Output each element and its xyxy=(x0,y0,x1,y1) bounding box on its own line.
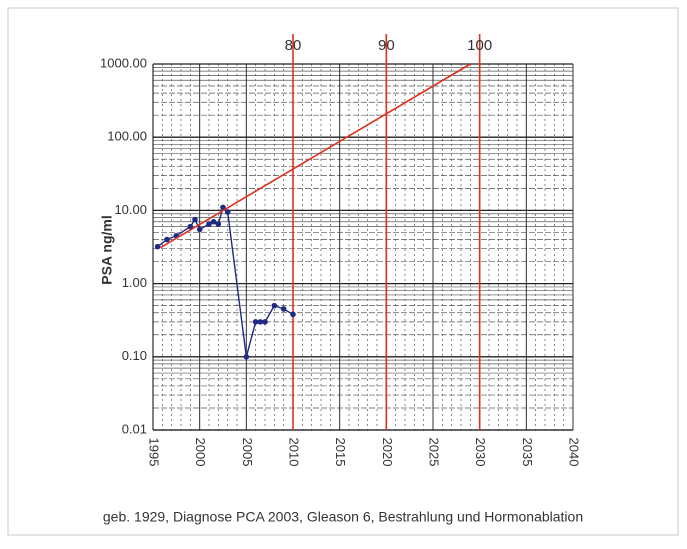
data-point xyxy=(252,319,259,325)
x-tick-label: 2015 xyxy=(333,438,348,467)
data-point xyxy=(215,221,222,227)
data-point xyxy=(290,311,296,318)
data-point xyxy=(262,319,268,325)
x-tick-label: 2030 xyxy=(473,438,488,467)
data-point xyxy=(206,221,212,227)
y-tick-label: 100.00 xyxy=(107,129,147,144)
y-tick-label: 10.00 xyxy=(114,202,147,217)
data-point xyxy=(271,302,278,309)
data-point xyxy=(210,218,217,225)
x-tick-label: 2000 xyxy=(193,438,208,467)
data-point xyxy=(187,223,194,230)
x-tick-label: 1995 xyxy=(147,438,162,467)
data-point xyxy=(224,209,231,215)
data-point xyxy=(280,306,287,312)
data-point xyxy=(257,319,264,325)
y-tick-label: 0.01 xyxy=(122,421,147,436)
y-tick-label: 1.00 xyxy=(122,275,147,290)
age-label: 80 xyxy=(285,37,302,54)
data-point xyxy=(196,226,203,233)
y-axis-label: PSA ng/ml xyxy=(99,215,115,285)
x-tick-label: 2020 xyxy=(380,438,395,467)
age-label: 100 xyxy=(467,37,492,54)
x-tick-label: 2005 xyxy=(240,438,255,467)
x-tick-label: 2035 xyxy=(520,438,535,467)
age-label: 90 xyxy=(378,37,395,54)
data-point xyxy=(220,204,226,211)
x-tick-label: 2040 xyxy=(567,438,582,467)
data-point xyxy=(243,354,250,360)
data-point xyxy=(154,243,161,250)
data-point xyxy=(164,236,170,243)
y-tick-label: 0.10 xyxy=(122,348,147,363)
y-tick-label: 1000.00 xyxy=(100,55,147,70)
caption: geb. 1929, Diagnose PCA 2003, Gleason 6,… xyxy=(103,509,583,525)
series-line xyxy=(160,63,471,249)
frame xyxy=(7,7,679,536)
x-tick-label: 2025 xyxy=(427,438,442,467)
x-tick-label: 2010 xyxy=(287,438,302,467)
data-point xyxy=(192,216,198,223)
